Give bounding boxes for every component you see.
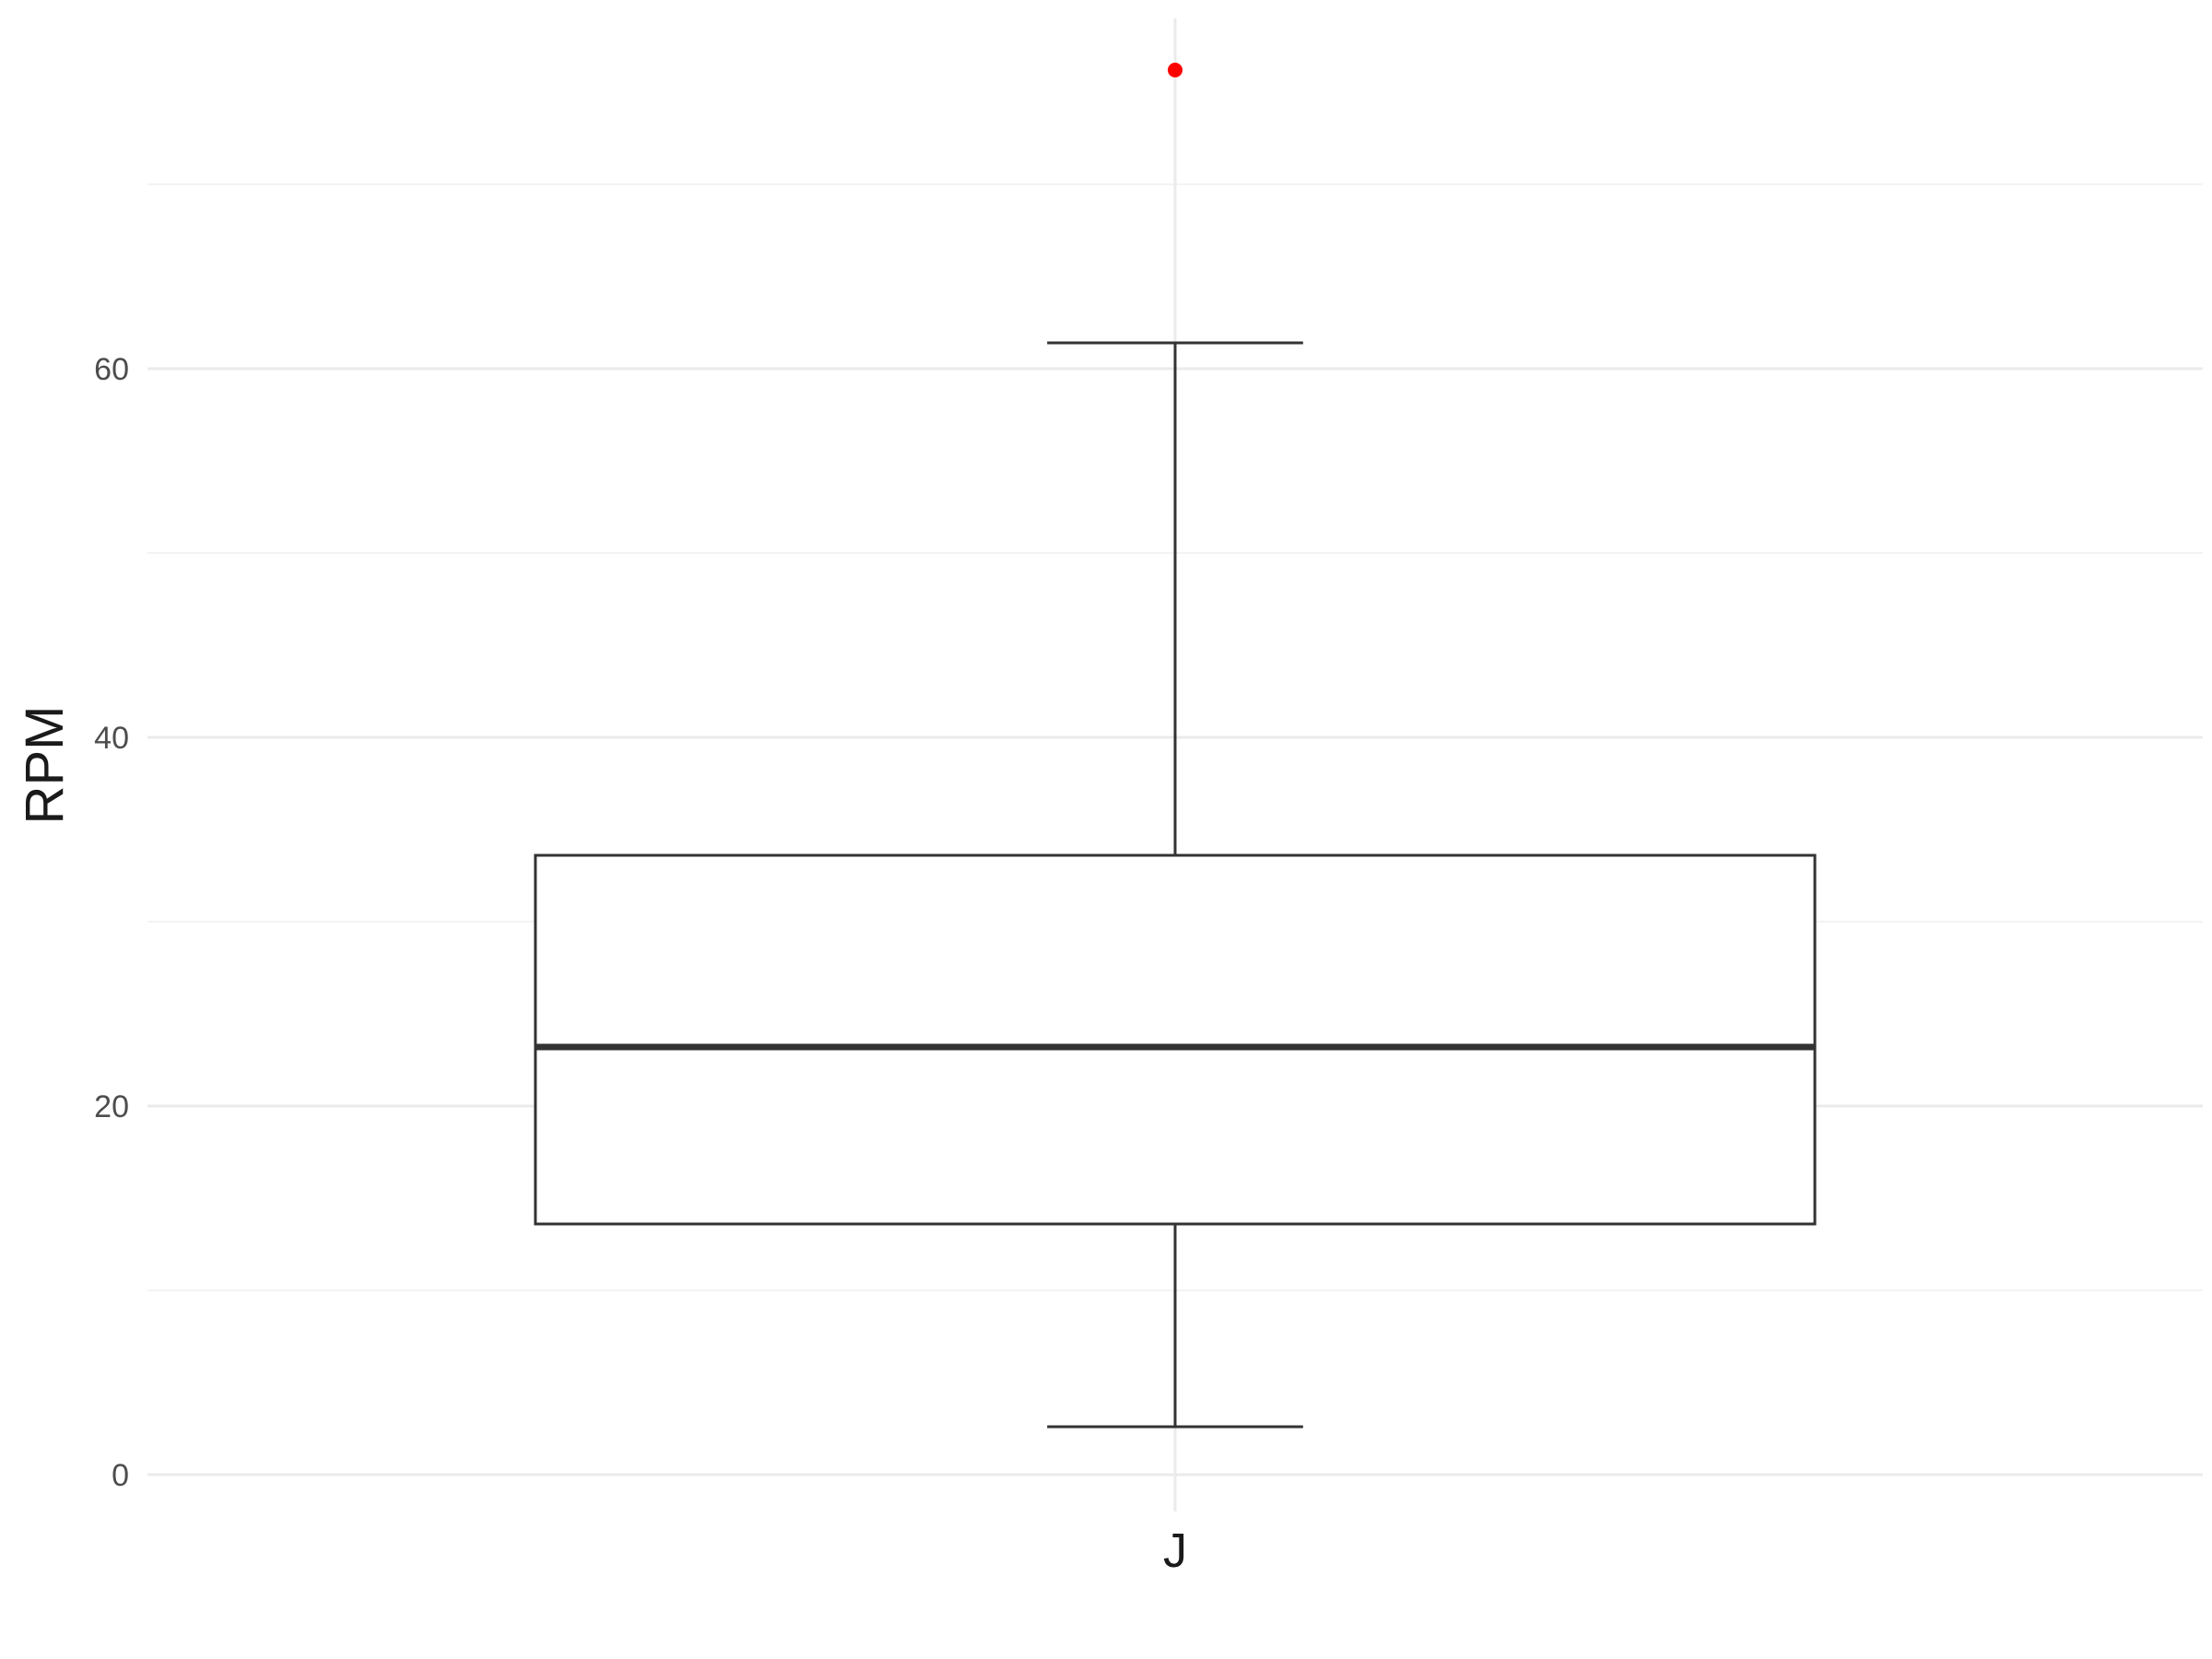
box-group	[534, 63, 1817, 1429]
y-axis-title: RPM	[15, 706, 75, 825]
x-tick-label: J	[1163, 1524, 1187, 1578]
y-tick-label: 20	[94, 1089, 129, 1124]
x-axis: J	[1163, 1524, 1187, 1578]
y-tick-label: 0	[112, 1458, 129, 1493]
y-axis: 0 20 40 60	[94, 352, 129, 1493]
outlier-point	[1168, 63, 1182, 77]
iqr-box	[534, 853, 1817, 1226]
y-tick-label: 40	[94, 721, 129, 756]
y-tick-label: 60	[94, 352, 129, 387]
boxes-layer	[534, 63, 1817, 1429]
